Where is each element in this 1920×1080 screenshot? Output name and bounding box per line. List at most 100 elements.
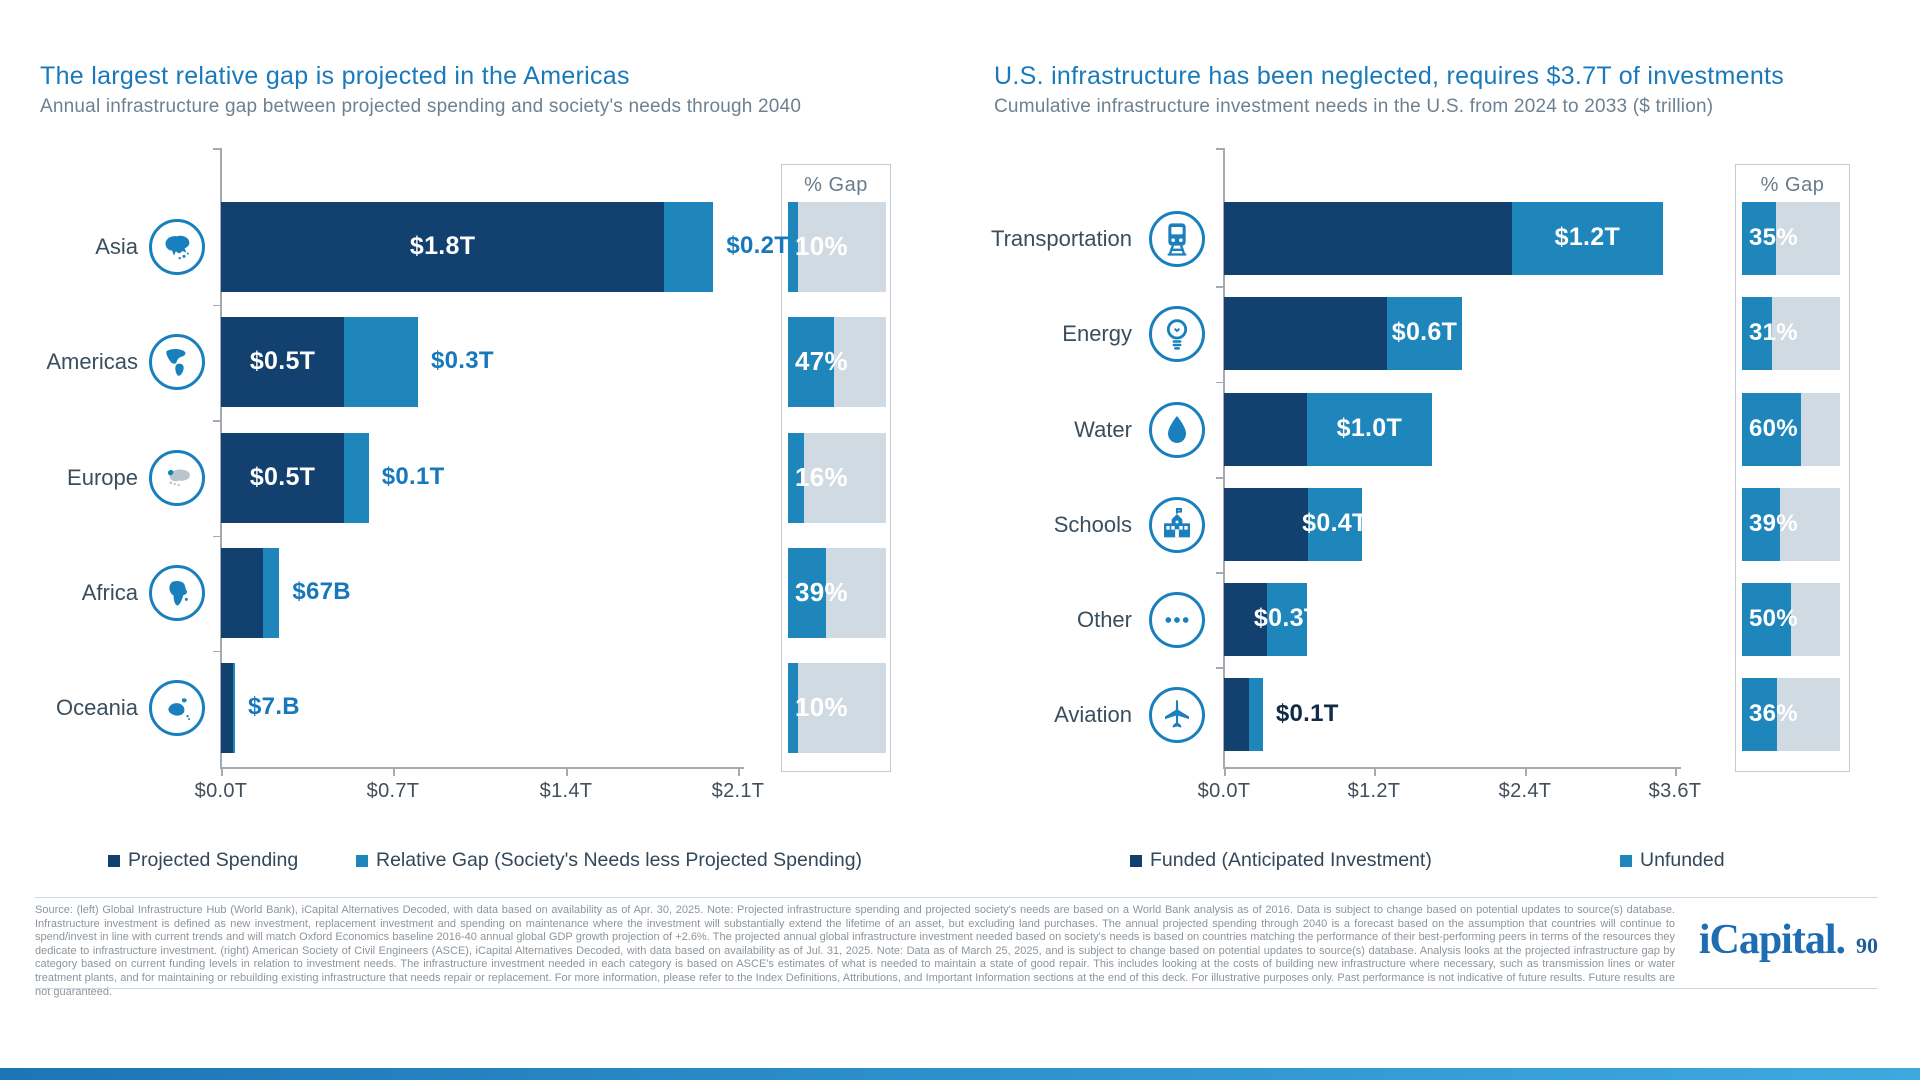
x-tick-label: $3.6T bbox=[1648, 780, 1702, 802]
legend-label: Relative Gap (Society's Needs less Proje… bbox=[376, 849, 863, 871]
category-label: Other bbox=[1076, 606, 1132, 632]
legend-label: Projected Spending bbox=[128, 849, 299, 871]
gap-pct-label: 10% bbox=[795, 230, 848, 261]
category-label: Oceania bbox=[56, 695, 138, 720]
bar-segment-series1 bbox=[221, 663, 234, 753]
gap-pct-label: 39% bbox=[1749, 509, 1798, 537]
y-axis-tick bbox=[1216, 286, 1224, 288]
y-axis-tick bbox=[213, 535, 221, 537]
legend-label: Funded (Anticipated Investment) bbox=[1150, 849, 1432, 871]
x-axis-line bbox=[1223, 767, 1681, 769]
bar-value-label: $1.2T bbox=[1554, 223, 1621, 251]
y-axis-tick bbox=[1216, 381, 1224, 383]
bar-segment-series1 bbox=[1224, 393, 1307, 466]
x-tick-label: $2.1T bbox=[711, 780, 765, 802]
bar-value-label: $0.6T bbox=[1391, 318, 1458, 346]
left-chart-subtitle: Annual infrastructure gap between projec… bbox=[40, 96, 802, 117]
gap-pct-label: 10% bbox=[795, 691, 848, 722]
x-axis-tick bbox=[393, 767, 395, 776]
gap-pct-label: 47% bbox=[795, 345, 848, 376]
legend-swatch-navy bbox=[108, 854, 120, 867]
legend-item-funded: Funded (Anticipated Investment) bbox=[1130, 849, 1432, 872]
bar-segment-series2 bbox=[1306, 393, 1432, 466]
x-axis-tick bbox=[221, 767, 223, 776]
x-axis-tick bbox=[738, 767, 740, 776]
gap-bar-fill bbox=[1742, 678, 1778, 751]
x-tick-label: $0.0T bbox=[1197, 780, 1251, 802]
bar-segment-series1 bbox=[1224, 202, 1513, 275]
y-axis-tick bbox=[1216, 667, 1224, 669]
bar-value-label-outside: $0.1T bbox=[1275, 699, 1339, 727]
category-label: Aviation bbox=[1054, 701, 1132, 727]
gap-bar-fill bbox=[1742, 202, 1777, 275]
asia-map-icon bbox=[149, 219, 205, 275]
gap-bar-fill bbox=[1742, 488, 1781, 561]
gap-pct-label: 60% bbox=[1749, 414, 1798, 442]
gap-pct-label: 16% bbox=[795, 461, 848, 492]
x-tick-label: $2.4T bbox=[1498, 780, 1552, 802]
ellipsis-icon bbox=[1149, 591, 1205, 648]
train-icon bbox=[1149, 210, 1205, 267]
right-chart-subtitle: Cumulative infrastructure investment nee… bbox=[994, 96, 1714, 117]
gap-pct-label: 35% bbox=[1749, 223, 1798, 251]
y-axis-line bbox=[220, 148, 222, 769]
bar-segment-series2 bbox=[344, 433, 369, 523]
bar-segment-series2 bbox=[233, 663, 236, 753]
category-label: Schools bbox=[1053, 511, 1132, 537]
gap-pct-label: 50% bbox=[1749, 604, 1798, 632]
y-axis-tick bbox=[213, 420, 221, 422]
legend-label: Unfunded bbox=[1640, 849, 1725, 871]
y-axis-tick bbox=[1216, 477, 1224, 479]
x-axis-tick bbox=[1224, 767, 1226, 776]
bar-segment-series2 bbox=[1249, 678, 1263, 751]
bar-segment-series1 bbox=[221, 433, 345, 523]
y-axis-tick bbox=[213, 304, 221, 306]
x-axis-tick bbox=[1525, 767, 1527, 776]
gap-pct-label: 36% bbox=[1749, 699, 1798, 727]
bar-segment-series1 bbox=[221, 202, 665, 292]
category-label: Africa bbox=[81, 580, 138, 605]
gap-pct-label: 39% bbox=[795, 576, 848, 607]
bar-value-label: $1.8T bbox=[409, 231, 476, 260]
bar-value-label-outside: $67B bbox=[292, 578, 351, 606]
bar-segment-series1 bbox=[1224, 678, 1250, 751]
bar-segment-series2 bbox=[664, 202, 714, 292]
x-tick-label: $1.4T bbox=[539, 780, 593, 802]
x-tick-label: $0.0T bbox=[194, 780, 248, 802]
legend-swatch-blue bbox=[1620, 854, 1632, 867]
category-label: Water bbox=[1074, 416, 1132, 442]
gap-bar-fill bbox=[788, 317, 835, 407]
gap-bar-fill bbox=[788, 548, 827, 638]
legend-item-projected-spending: Projected Spending bbox=[108, 849, 298, 872]
gap-bar-fill bbox=[1742, 297, 1773, 370]
bar-value-label-outside: $0.2T bbox=[726, 232, 790, 260]
bar-segment-series1 bbox=[1224, 297, 1387, 370]
bar-segment-series1 bbox=[1224, 583, 1267, 656]
school-icon bbox=[1149, 496, 1205, 553]
page-number: 90 bbox=[1856, 933, 1878, 958]
gap-bar-fill bbox=[788, 202, 798, 292]
x-axis-tick bbox=[1675, 767, 1677, 776]
europe-map-icon bbox=[149, 450, 205, 506]
bar-value-label-outside: $0.3T bbox=[430, 347, 494, 375]
bar-segment-series1 bbox=[221, 317, 345, 407]
bar-segment-series1 bbox=[221, 548, 263, 638]
bar-value-label: $0.5T bbox=[249, 462, 316, 491]
bar-segment-series2 bbox=[1266, 583, 1307, 656]
x-axis-tick bbox=[566, 767, 568, 776]
gap-bar-track bbox=[788, 202, 886, 292]
bar-segment-series2 bbox=[344, 317, 418, 407]
x-axis-tick bbox=[1374, 767, 1376, 776]
legend-item-unfunded: Unfunded bbox=[1620, 849, 1725, 872]
icapital-logo: iCapital. 90 bbox=[1699, 916, 1878, 964]
bottom-accent-bar bbox=[0, 1068, 1920, 1080]
category-label: Transportation bbox=[990, 225, 1132, 251]
footer-bottom-divider bbox=[35, 988, 1878, 989]
bar-value-label-outside: $0.1T bbox=[381, 463, 445, 491]
legend-item-relative-gap: Relative Gap (Society's Needs less Proje… bbox=[356, 849, 862, 872]
bar-segment-series2 bbox=[1307, 488, 1362, 561]
y-axis-tick bbox=[213, 148, 221, 150]
gap-bar-fill bbox=[788, 433, 804, 523]
left-gap-panel-header: % Gap bbox=[804, 174, 868, 196]
right-chart-title: U.S. infrastructure has been neglected, … bbox=[994, 62, 1785, 90]
